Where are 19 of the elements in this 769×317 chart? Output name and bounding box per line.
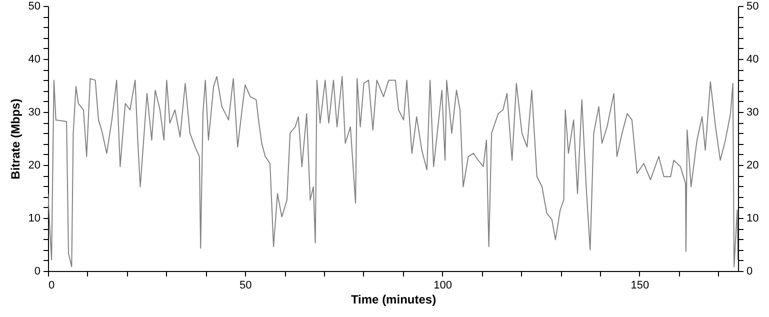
y-tick-label: 40 xyxy=(28,54,40,66)
y-tick-label: 50 xyxy=(28,0,40,12)
y-tick-label: 10 xyxy=(28,212,40,224)
line-series xyxy=(48,76,738,268)
y2-tick-label: 50 xyxy=(746,0,759,12)
x-tick-label: 50 xyxy=(240,280,252,292)
y2-tick-label: 10 xyxy=(746,212,759,224)
y2-tick-label: 20 xyxy=(746,160,759,172)
x-tick-label: 0 xyxy=(48,280,55,292)
y2-tick-label: 40 xyxy=(746,54,759,66)
y2-tick-label: 0 xyxy=(746,266,753,278)
y-tick-label: 0 xyxy=(34,266,40,278)
y-tick-label: 20 xyxy=(28,160,40,172)
y2-tick-label: 30 xyxy=(746,106,759,118)
y-axis-title: Bitrate (Mbps) xyxy=(8,98,22,180)
x-tick-label: 100 xyxy=(434,280,452,292)
y-tick-label: 30 xyxy=(28,106,40,118)
x-axis-title: Time (minutes) xyxy=(350,292,436,306)
x-tick-label: 150 xyxy=(630,280,650,292)
